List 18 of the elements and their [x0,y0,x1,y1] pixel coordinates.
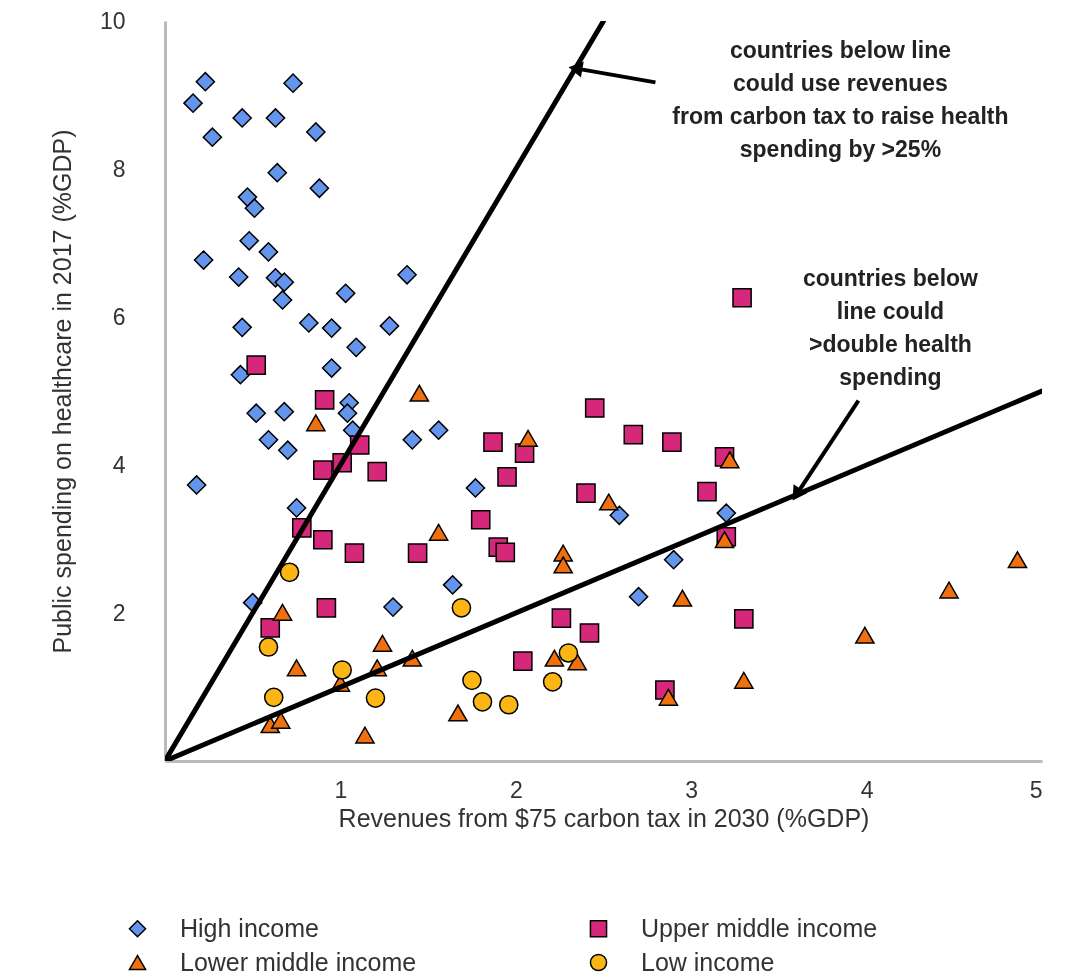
x-axis-title: Revenues from $75 carbon tax in 2030 (%GDP) [338,803,870,832]
annotation: countries below line could use revenues from carbon tax to raise health spending by >25% [672,37,1009,163]
legend-label: Lower middle income [180,947,417,976]
y-tick-label: 10 [99,7,126,34]
x-tick-label: 3 [685,776,699,803]
y-axis-title: Public spending on healthcare in 2017 (%GDP) [47,129,76,654]
legend-label: Low income [641,947,775,976]
y-tick-label: 2 [112,599,126,626]
x-tick-label: 5 [1029,776,1043,803]
x-tick-label: 2 [509,776,523,803]
legend-label: Upper middle income [641,913,878,942]
legend-label: High income [180,913,319,942]
x-tick-label: 4 [860,776,874,803]
annotation: countries below line could >double health spending [802,264,979,390]
x-tick-label: 1 [334,776,348,803]
y-tick-label: 4 [112,451,126,478]
y-tick-label: 6 [112,303,126,330]
y-tick-label: 8 [112,155,126,182]
